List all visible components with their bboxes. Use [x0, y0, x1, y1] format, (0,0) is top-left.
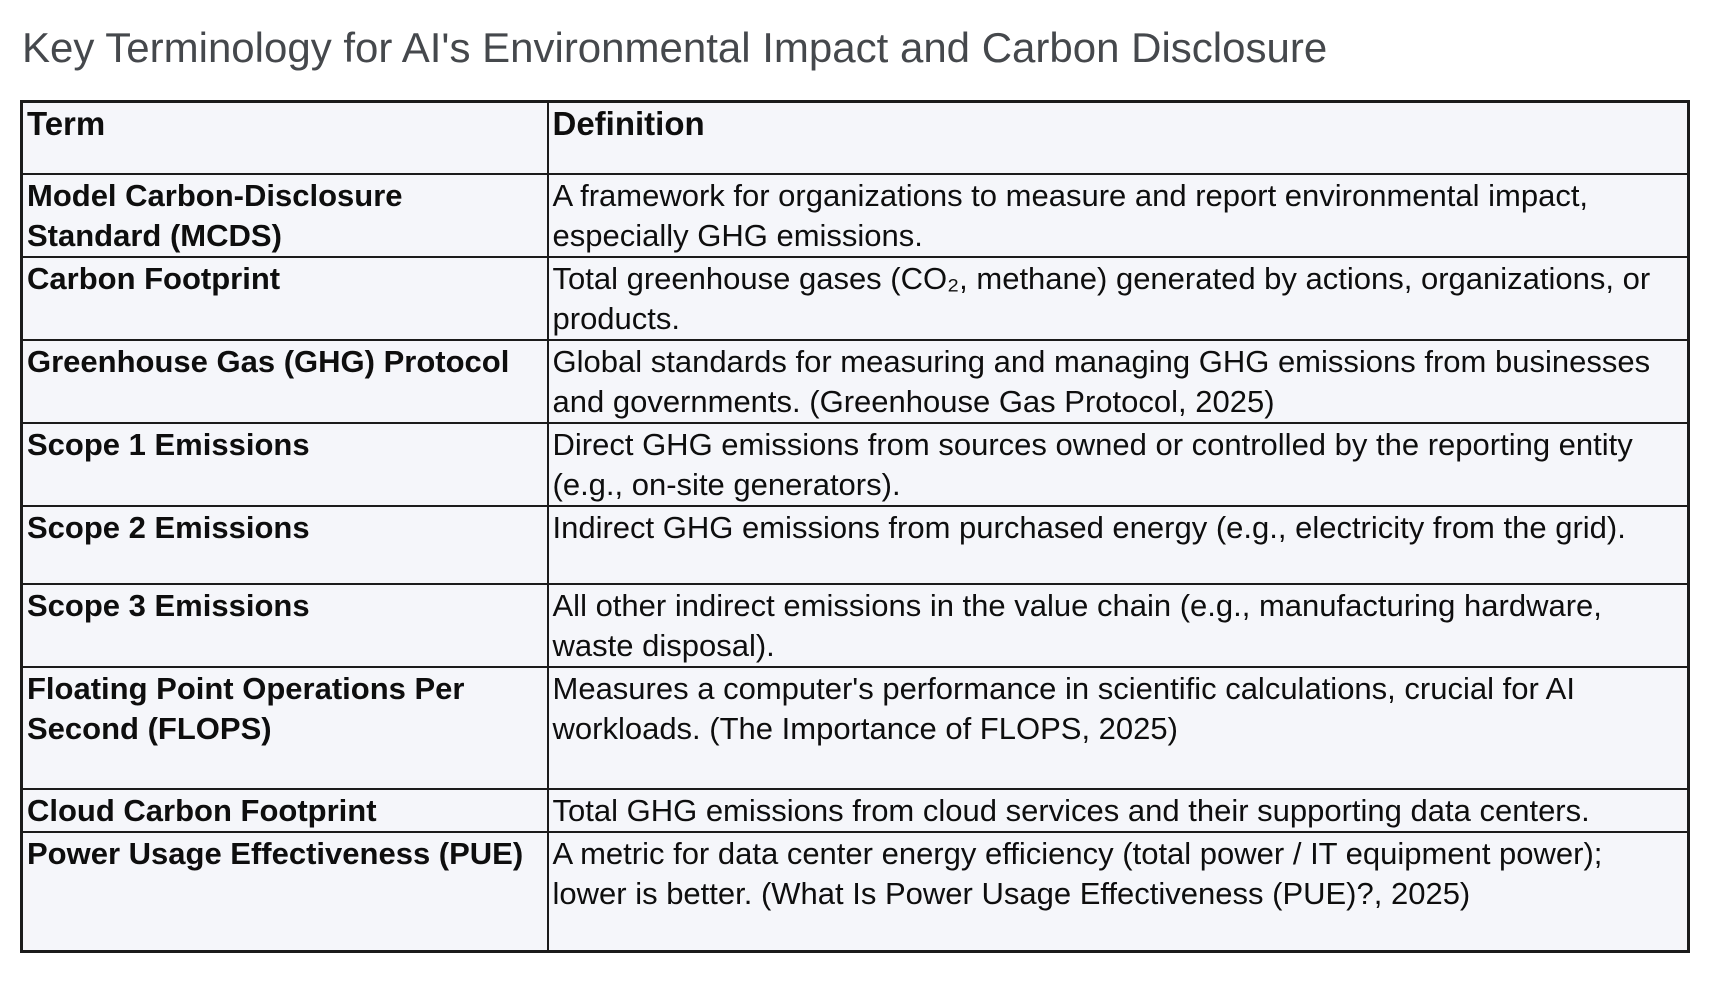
terminology-table: Term Definition Model Carbon-Disclosure … — [20, 100, 1690, 953]
definition-cell: Measures a computer's performance in sci… — [546, 665, 1690, 790]
definition-cell: Global standards for measuring and manag… — [546, 338, 1690, 424]
term-cell: Scope 1 Emissions — [20, 421, 549, 507]
table-row: Scope 2 Emissions Indirect GHG emissions… — [20, 504, 1690, 585]
table-row: Scope 3 Emissions All other indirect emi… — [20, 582, 1690, 668]
definition-cell: A metric for data center energy efficien… — [546, 830, 1690, 953]
definition-cell: Total GHG emissions from cloud services … — [546, 787, 1690, 833]
table-row: Model Carbon-Disclosure Standard (MCDS) … — [20, 172, 1690, 258]
definition-cell: Direct GHG emissions from sources owned … — [546, 421, 1690, 507]
definition-cell: All other indirect emissions in the valu… — [546, 582, 1690, 668]
term-cell: Carbon Footprint — [20, 255, 549, 341]
column-header-term: Term — [20, 100, 549, 175]
table-row: Cloud Carbon Footprint Total GHG emissio… — [20, 787, 1690, 833]
term-cell: Power Usage Effectiveness (PUE) — [20, 830, 549, 953]
definition-cell: A framework for organizations to measure… — [546, 172, 1690, 258]
term-cell: Scope 2 Emissions — [20, 504, 549, 585]
table-row: Carbon Footprint Total greenhouse gases … — [20, 255, 1690, 341]
term-cell: Floating Point Operations Per Second (FL… — [20, 665, 549, 790]
column-header-definition: Definition — [546, 100, 1690, 175]
term-cell: Scope 3 Emissions — [20, 582, 549, 668]
term-cell: Model Carbon-Disclosure Standard (MCDS) — [20, 172, 549, 258]
table-row: Scope 1 Emissions Direct GHG emissions f… — [20, 421, 1690, 507]
table-row: Floating Point Operations Per Second (FL… — [20, 665, 1690, 790]
definition-cell: Indirect GHG emissions from purchased en… — [546, 504, 1690, 585]
table-row: Power Usage Effectiveness (PUE) A metric… — [20, 830, 1690, 953]
page-title: Key Terminology for AI's Environmental I… — [22, 24, 1328, 71]
definition-cell: Total greenhouse gases (CO₂, methane) ge… — [546, 255, 1690, 341]
term-cell: Cloud Carbon Footprint — [20, 787, 549, 833]
table-row: Greenhouse Gas (GHG) Protocol Global sta… — [20, 338, 1690, 424]
term-cell: Greenhouse Gas (GHG) Protocol — [20, 338, 549, 424]
table-header-row: Term Definition — [20, 100, 1690, 175]
